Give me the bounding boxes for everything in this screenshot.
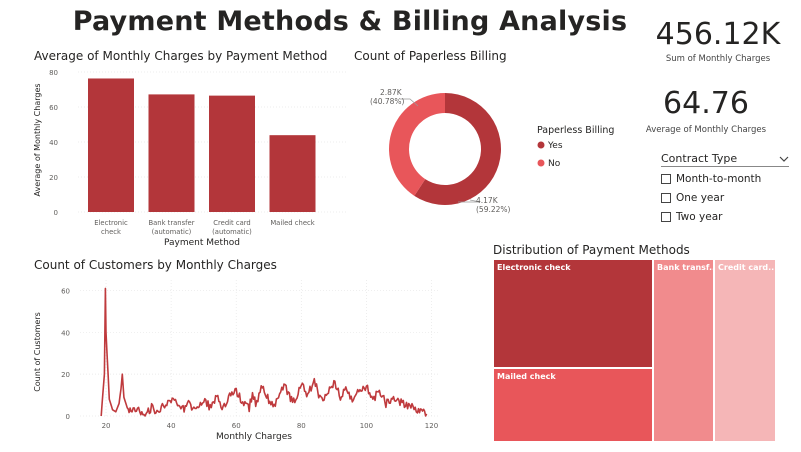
treemap-cell-bank-transfer[interactable]: Bank transf... [653, 259, 714, 442]
bar-3 [269, 135, 316, 212]
treemap: Electronic check Mailed check Bank trans… [493, 259, 776, 442]
checkbox[interactable] [661, 174, 671, 184]
donut-label-no-pct: (40.78%) [370, 97, 405, 106]
bar-1 [148, 94, 195, 212]
treemap-cell-mailed-check[interactable]: Mailed check [493, 368, 653, 442]
donut-legend-title: Paperless Billing [537, 125, 614, 136]
treemap-title: Distribution of Payment Methods [493, 243, 690, 257]
line-x-axis-label: Monthly Charges [216, 432, 292, 442]
leader-line [400, 98, 419, 107]
donut-legend-yes[interactable]: Yes [547, 141, 563, 151]
treemap-cell-electronic-check[interactable]: Electronic check [493, 259, 653, 368]
slicer-option-month-to-month[interactable]: Month-to-month [661, 172, 789, 186]
chevron-down-icon[interactable] [779, 156, 789, 162]
donut-label-yes-pct: (59.22%) [476, 205, 511, 214]
checkbox[interactable] [661, 193, 671, 203]
donut-label-no-value: 2.87K [380, 88, 403, 97]
donut-chart: 2.87K (40.78%) 4.17K (59.22%) Paperless … [370, 88, 614, 214]
y-tick-label: 40 [49, 139, 58, 147]
slicer-option-two-year[interactable]: Two year [661, 210, 789, 224]
y-tick-label: 20 [61, 371, 70, 379]
x-tick-label: Bank transfer [148, 219, 194, 227]
y-tick-label: 60 [61, 287, 70, 295]
x-tick-label: 100 [360, 422, 373, 430]
donut-chart-title: Count of Paperless Billing [354, 49, 507, 63]
y-tick-label: 0 [54, 209, 58, 217]
line-y-axis-label: Count of Customers [33, 312, 42, 392]
y-tick-label: 80 [49, 69, 58, 77]
slicer-title: Contract Type [661, 152, 738, 165]
x-tick-label: 20 [102, 422, 111, 430]
contract-type-slicer: Contract Type Month-to-month One year Tw… [661, 152, 789, 224]
y-tick-label: 60 [49, 104, 58, 112]
x-tick-label: 80 [297, 422, 306, 430]
kpi-avg-value: 64.76 [663, 86, 749, 121]
y-tick-label: 20 [49, 174, 58, 182]
x-tick-label: 40 [167, 422, 176, 430]
x-tick-label: Electronic [94, 219, 128, 227]
legend-marker-no [537, 159, 545, 167]
x-tick-label: (automatic) [212, 228, 252, 236]
x-tick-label: check [101, 228, 121, 236]
donut-legend-no[interactable]: No [548, 159, 561, 169]
y-tick-label: 40 [61, 329, 70, 337]
bar-chart-title: Average of Monthly Charges by Payment Me… [34, 49, 328, 63]
bar-y-axis-label: Average of Monthly Charges [33, 83, 42, 196]
leader-line [458, 199, 481, 203]
y-tick-label: 0 [66, 413, 70, 421]
slicer-header[interactable]: Contract Type [661, 152, 789, 167]
donut-label-yes-value: 4.17K [476, 196, 499, 205]
kpi-avg-label: Average of Monthly Charges [645, 125, 767, 135]
slicer-option-one-year[interactable]: One year [661, 191, 789, 205]
x-tick-label: 60 [232, 422, 241, 430]
x-tick-label: Mailed check [270, 219, 314, 227]
x-tick-label: Credit card [213, 219, 251, 227]
kpi-sum-label: Sum of Monthly Charges [665, 54, 771, 64]
bar-0 [88, 78, 134, 212]
treemap-cell-credit-card[interactable]: Credit card... [714, 259, 776, 442]
page-title: Payment Methods & Billing Analysis [72, 6, 628, 37]
bar-2 [209, 95, 255, 212]
donut-slice-yes [414, 93, 501, 206]
line-series [100, 287, 428, 417]
line-chart-title: Count of Customers by Monthly Charges [34, 258, 277, 272]
x-tick-label: 120 [425, 422, 438, 430]
donut-slice-no [389, 93, 445, 196]
x-tick-label: (automatic) [152, 228, 192, 236]
checkbox[interactable] [661, 212, 671, 222]
kpi-sum-value: 456.12K [655, 17, 781, 52]
bar-x-axis-label: Payment Method [164, 238, 240, 248]
legend-marker-yes [537, 141, 545, 149]
line-chart: 60 40 20 0 20 40 60 80 100 120 Count of Customer… [33, 280, 438, 442]
